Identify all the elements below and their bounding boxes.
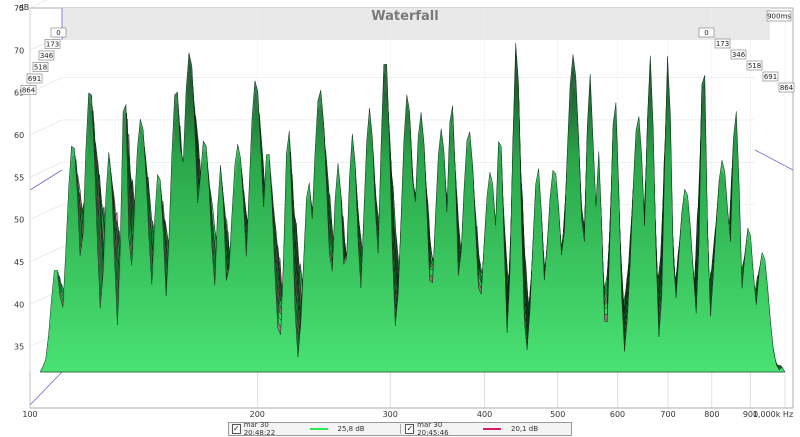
time-tick-right-2: 346	[730, 49, 747, 60]
legend-checkbox-1[interactable]: ✓	[232, 424, 241, 434]
x-tick-label-1: 200	[250, 410, 265, 419]
y-tick-label-4: 55	[14, 173, 24, 182]
svg-text:346: 346	[732, 51, 746, 59]
legend-series-label-1: mar 30 20:48:22	[243, 421, 276, 437]
legend-value-1: 25,8 dB	[337, 425, 365, 433]
y-tick-label-2: 45	[14, 258, 24, 267]
x-tick-label-8: 900	[743, 410, 758, 419]
x-tick-label-9: 1,000k Hz	[753, 410, 793, 419]
x-tick-label-0: 100	[22, 410, 37, 419]
time-tick-left-0: 0	[50, 27, 67, 38]
time-tick-left-5: 864	[20, 85, 37, 95]
legend-value-2: 20,1 dB	[511, 425, 539, 433]
x-tick-label-6: 700	[660, 410, 675, 419]
time-tick-left-3: 518	[32, 62, 49, 72]
x-tick-label-3: 400	[477, 410, 492, 419]
time-tick-left-4: 691	[26, 73, 43, 84]
chart-title: Waterfall	[371, 9, 438, 24]
svg-text:0: 0	[704, 29, 708, 37]
y-tick-label-3: 50	[14, 216, 24, 225]
time-tick-right-4: 691	[762, 71, 779, 82]
svg-text:0: 0	[56, 29, 60, 37]
time-max-label: 900ms	[766, 10, 792, 22]
x-tick-label-7: 800	[704, 410, 719, 419]
legend-checkbox-2[interactable]: ✓	[405, 424, 415, 434]
svg-text:691: 691	[28, 75, 41, 83]
time-tick-right-1: 173	[714, 38, 731, 49]
x-tick-label-2: 300	[383, 410, 398, 419]
legend-item-1[interactable]: ✓ mar 30 20:48:22 25,8 dB	[229, 421, 398, 437]
y-tick-label-7: 70	[14, 46, 24, 55]
waterfall-surface	[39, 43, 786, 373]
legend-divider	[399, 424, 401, 434]
svg-text:173: 173	[716, 40, 729, 48]
svg-text:691: 691	[764, 73, 777, 81]
x-tick-label-5: 600	[610, 410, 625, 419]
y-axis-label: dB	[19, 3, 30, 12]
svg-text:518: 518	[34, 64, 47, 72]
time-tick-left-1: 173	[44, 39, 61, 49]
svg-text:173: 173	[46, 41, 59, 49]
y-tick-label-1: 40	[14, 300, 24, 309]
legend-series-label-2: mar 30 20:45:46	[417, 421, 449, 437]
time-tick-right-0: 0	[698, 27, 715, 38]
legend-item-2[interactable]: ✓ mar 30 20:45:46 20,1 dB	[402, 421, 571, 437]
time-tick-right-3: 518	[746, 60, 763, 71]
legend-swatch-2	[483, 428, 501, 430]
time-tick-right-5: 864	[778, 82, 795, 93]
legend-bar: ✓ mar 30 20:48:22 25,8 dB ✓ mar 30 20:45…	[228, 421, 572, 437]
x-tick-label-4: 500	[550, 410, 565, 419]
y-tick-label-5: 60	[14, 131, 24, 140]
y-tick-label-0: 35	[14, 343, 24, 352]
svg-text:518: 518	[748, 62, 761, 70]
svg-text:864: 864	[780, 84, 794, 92]
time-tick-left-2: 346	[38, 50, 55, 61]
y-tick-label-8: 75	[14, 4, 24, 13]
y-tick-label-6: 65	[14, 89, 24, 98]
svg-text:346: 346	[40, 52, 54, 60]
svg-text:900ms: 900ms	[767, 13, 791, 21]
svg-text:864: 864	[22, 87, 36, 95]
legend-swatch-1	[309, 428, 328, 430]
